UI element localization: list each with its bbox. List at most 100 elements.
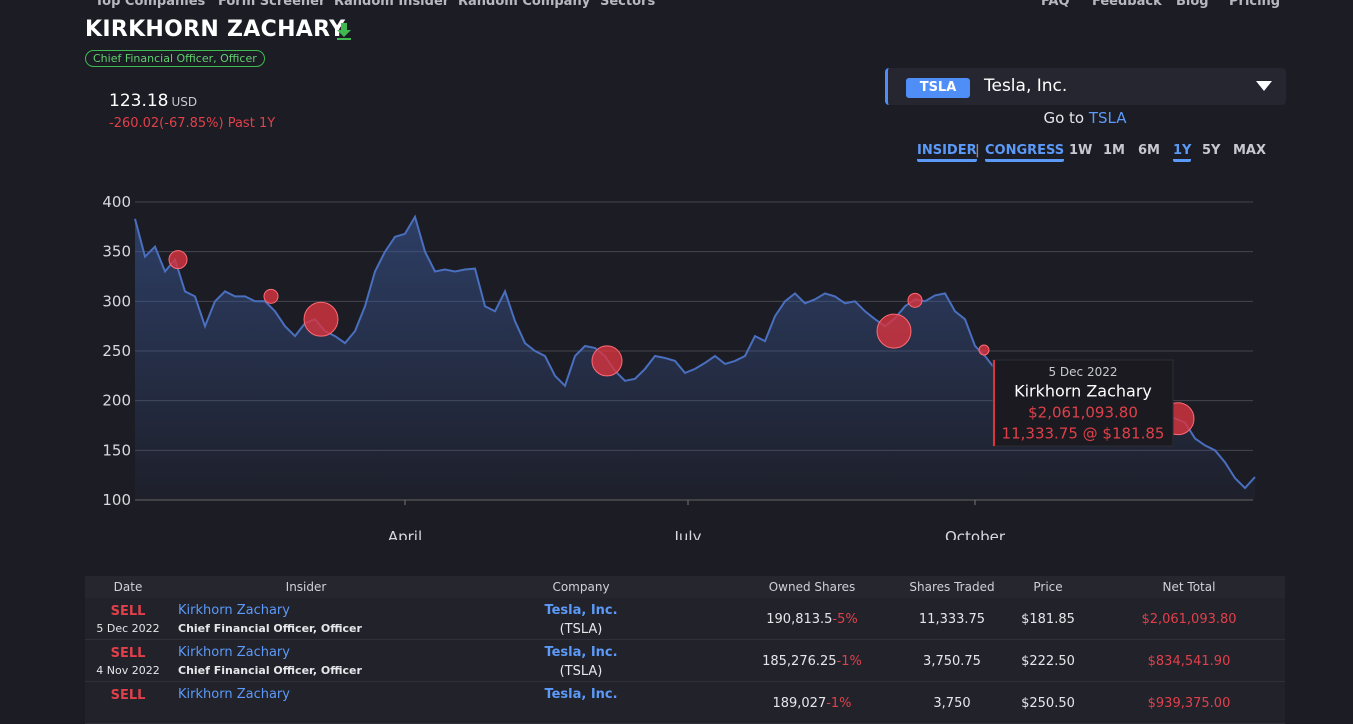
goto-link[interactable]: TSLA [1088, 109, 1127, 127]
app: {"nav": {"left": ["Top Companies", "Form… [85, 0, 1286, 724]
column-header: Net Total [1162, 580, 1216, 594]
column-header: Date [113, 580, 143, 594]
insider-link[interactable]: Kirkhorn Zachary [178, 603, 290, 618]
company-name: Tesla, Inc. [984, 76, 1068, 96]
table-row [85, 640, 1285, 682]
tooltip-accent [993, 360, 995, 446]
price: 123.18 USD [109, 91, 197, 111]
separator: | [975, 143, 980, 158]
price-area [135, 216, 1255, 500]
action: SELL [110, 646, 146, 661]
trade-price: $181.85 [1021, 612, 1075, 627]
trade-bubble [876, 313, 912, 349]
column-header: Company [552, 580, 610, 594]
date: 5 Dec 2022 [96, 622, 160, 635]
net-total: $939,375.00 [1147, 696, 1231, 711]
nav-link[interactable]: Form Screener [218, 0, 326, 9]
company-selector[interactable]: TSLA Tesla, Inc. [885, 68, 1286, 105]
nav-link[interactable]: FAQ [1041, 0, 1070, 9]
trade-price: $250.50 [1021, 696, 1075, 711]
company-ticker: (TSLA) [559, 622, 603, 637]
insider-role: Chief Financial Officer, Officer [178, 622, 362, 635]
trade-bubble [907, 292, 923, 308]
y-tick-label: 200 [102, 392, 131, 410]
tooltip-total: $2,061,093.80 [1028, 403, 1138, 421]
x-tick-label: October [945, 528, 1006, 540]
range-toggle[interactable]: 1Y [1173, 143, 1192, 162]
company-link[interactable]: Tesla, Inc. [544, 687, 618, 702]
tooltip-box [992, 359, 1174, 447]
y-tick-label: 100 [102, 491, 131, 509]
goto: Go to TSLA [885, 109, 1285, 127]
tooltip-date: 5 Dec 2022 [1048, 365, 1117, 379]
insider-name: KIRKHORN ZACHARY [85, 17, 346, 42]
column-header: Owned Shares [768, 580, 856, 594]
tooltip-detail: 11,333.75 @ $181.85 [1002, 424, 1165, 442]
nav-link[interactable]: Sectors [600, 0, 656, 9]
y-tick-label: 350 [102, 243, 131, 261]
range-toggle[interactable]: 5Y [1202, 143, 1221, 158]
nav-link[interactable]: Blog [1176, 0, 1209, 9]
role-badge: Chief Financial Officer, Officer [85, 50, 265, 67]
nav-link[interactable]: Top Companies [95, 0, 206, 9]
trade-bubble [978, 344, 990, 356]
company-ticker: (TSLA) [559, 664, 603, 679]
y-tick-label: 300 [102, 292, 131, 310]
range-toggle[interactable]: 1W [1069, 143, 1093, 158]
source-toggle[interactable]: INSIDER [917, 143, 977, 162]
owned-change: -5% [832, 612, 858, 627]
range-toggle[interactable]: 1M [1103, 143, 1125, 158]
trade-bubble [263, 288, 279, 304]
owned-value: 185,276.25 [762, 654, 837, 669]
trade-bubble [303, 301, 339, 337]
owned-shares: 190,813.5-5% [712, 612, 912, 627]
owned-value: 189,027 [772, 696, 827, 711]
owned-change: -1% [826, 696, 852, 711]
nav-link[interactable]: Feedback [1092, 0, 1162, 9]
shares-traded: 3,750.75 [923, 654, 981, 669]
download-icon[interactable] [336, 22, 352, 40]
nav-link[interactable]: Pricing [1229, 0, 1281, 9]
chart: 100 150 200 250 300 350 400 April July October 5 D… [102, 193, 1256, 540]
nav-link[interactable]: Random Insider [334, 0, 450, 9]
range-toggle[interactable]: 6M [1138, 143, 1160, 158]
owned-value: 190,813.5 [766, 612, 833, 627]
owned-change: -1% [836, 654, 862, 669]
nav-link[interactable]: Random Company [458, 0, 591, 9]
table-row [85, 598, 1285, 640]
ticker-badge: TSLA [906, 78, 970, 98]
company-link[interactable]: Tesla, Inc. [544, 645, 618, 660]
page: Insider page html, body { margin: 0; pad… [85, 0, 1286, 724]
insider-link[interactable]: Kirkhorn Zachary [178, 645, 290, 660]
source-toggle[interactable]: CONGRESS [985, 143, 1065, 162]
action: SELL [110, 604, 146, 619]
price-change: -260.02(-67.85%) Past 1Y [109, 116, 276, 131]
currency: USD [171, 95, 198, 109]
trade-bubble [591, 345, 623, 377]
tooltip-name: Kirkhorn Zachary [1014, 382, 1152, 401]
company-link[interactable]: Tesla, Inc. [544, 603, 618, 618]
goto-text: Go to [1043, 109, 1085, 127]
insider-role: Chief Financial Officer, Officer [178, 664, 362, 677]
dropdown-arrow [1256, 81, 1272, 91]
tooltip: 5 Dec 2022 Kirkhorn Zachary $2,061,093.80 1… [992, 359, 1174, 447]
trade-price: $222.50 [1021, 654, 1075, 669]
column-header: Price [1033, 580, 1063, 594]
x-tick-label: July [674, 528, 702, 540]
column-header: Insider [285, 580, 327, 594]
insider-link[interactable]: Kirkhorn Zachary [178, 687, 290, 702]
x-tick-label: April [388, 528, 422, 540]
date: 4 Nov 2022 [96, 664, 160, 677]
y-tick-label: 250 [102, 342, 131, 360]
trade-bubble [168, 250, 188, 270]
shares-traded: 3,750 [933, 696, 971, 711]
y-tick-label: 150 [102, 441, 131, 459]
net-total: $2,061,093.80 [1141, 612, 1237, 627]
price-value: 123.18 [109, 91, 169, 111]
action: SELL [110, 688, 146, 703]
column-header: Shares Traded [909, 580, 995, 594]
shares-traded: 11,333.75 [918, 612, 986, 627]
range-toggle[interactable]: MAX [1233, 143, 1267, 158]
owned-shares: 189,027-1% [712, 696, 912, 711]
table-header-bg [85, 576, 1285, 598]
